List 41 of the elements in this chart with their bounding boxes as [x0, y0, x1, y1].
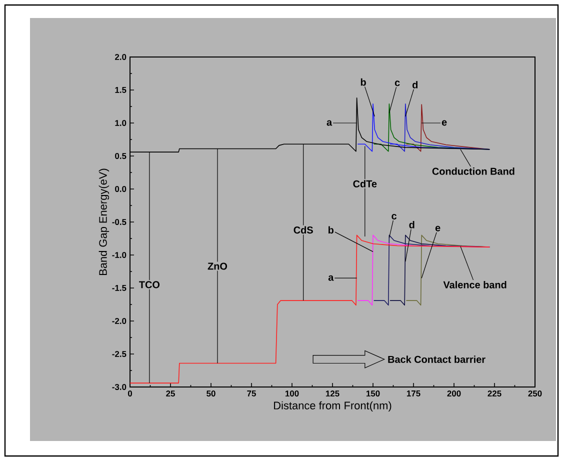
annotation: c — [394, 80, 400, 86]
y-tick-label: -3.0 — [112, 384, 126, 390]
x-tick-label: 0 — [128, 390, 132, 397]
annotation: CdTe — [353, 180, 377, 188]
x-tick-label: 100 — [285, 390, 299, 397]
annotation: d — [409, 220, 414, 228]
annotation: a — [328, 275, 334, 281]
annotation: b — [328, 226, 334, 234]
annotation: e — [435, 226, 440, 232]
annotation: e — [442, 120, 447, 126]
annotation: CdS — [294, 226, 313, 234]
annotation: c — [392, 214, 397, 220]
y-tick-label: 1.0 — [115, 120, 126, 126]
x-tick-label: 200 — [447, 390, 461, 397]
y-tick-label: 1.5 — [115, 87, 126, 93]
y-tick-label: -1.5 — [112, 285, 126, 291]
x-tick-label: 225 — [488, 390, 502, 397]
x-tick-label: 25 — [166, 390, 175, 397]
y-tick-label: -1.0 — [112, 252, 126, 258]
x-tick-label: 175 — [406, 390, 420, 396]
annotation: d — [412, 81, 418, 88]
y-tick-label: 0.5 — [115, 153, 126, 159]
annotation: Conduction Band — [432, 168, 514, 175]
y-tick-label: -2.0 — [112, 318, 126, 324]
x-tick-label: 125 — [326, 390, 340, 397]
annotation: Valence band — [443, 281, 506, 288]
y-tick-label: -2.5 — [112, 351, 126, 357]
x-axis-title: Distance from Front(nm) — [274, 401, 392, 412]
annotation: TCO — [139, 281, 160, 288]
annotation: Back Contact barrier — [388, 356, 486, 363]
y-axis-title: Band Gap Energy(eV) — [98, 168, 110, 276]
x-tick-label: 75 — [247, 390, 256, 396]
x-tick-label: 150 — [366, 390, 380, 397]
annotation: a — [326, 120, 332, 126]
annotation: ZnO — [208, 262, 228, 270]
y-tick-label: 2.0 — [115, 54, 126, 60]
annotation: b — [360, 78, 366, 86]
x-tick-label: 250 — [528, 390, 542, 397]
y-tick-label: 0.0 — [115, 186, 126, 192]
y-tick-label: -0.5 — [112, 219, 126, 225]
x-tick-label: 50 — [206, 390, 216, 397]
